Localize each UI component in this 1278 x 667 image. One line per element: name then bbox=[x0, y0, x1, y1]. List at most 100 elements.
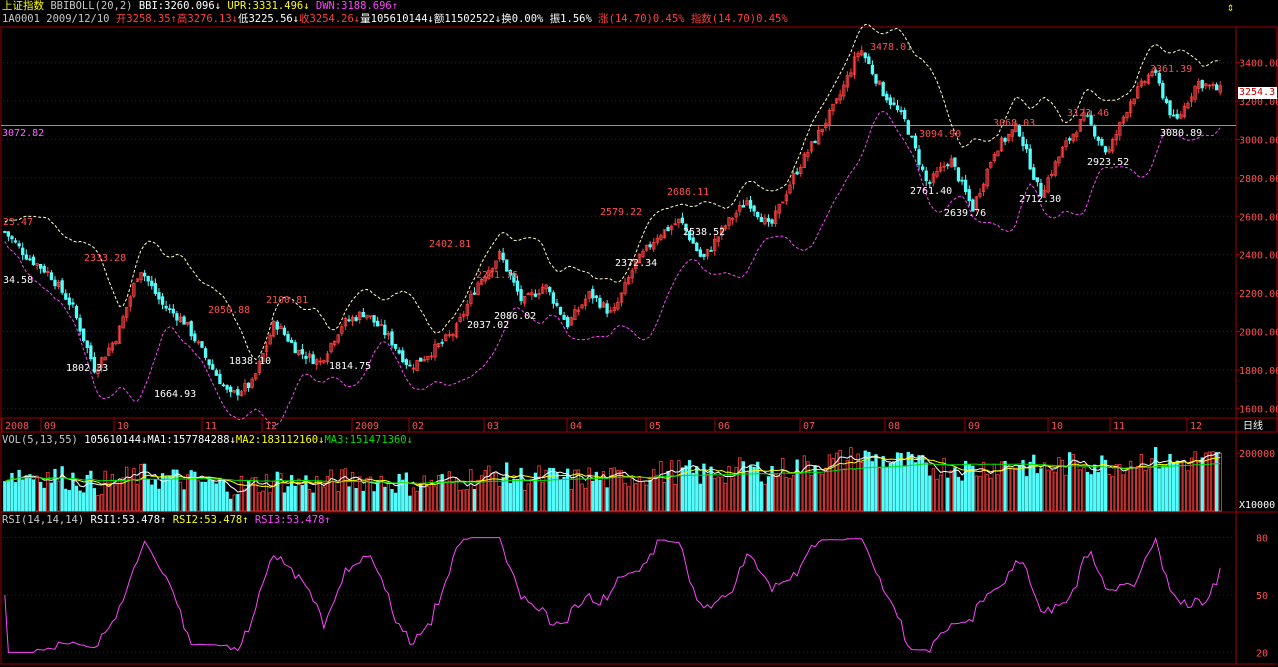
candle-body bbox=[512, 273, 516, 283]
high-value: 高3276.13↓ bbox=[176, 13, 238, 25]
candle-body bbox=[390, 331, 394, 346]
volume-bar bbox=[852, 468, 857, 512]
volume-bar bbox=[13, 482, 18, 512]
candle-body bbox=[293, 342, 297, 354]
volume-bar bbox=[949, 470, 953, 512]
volume-bar bbox=[580, 483, 584, 512]
candle-body bbox=[576, 309, 581, 312]
candle-body bbox=[852, 56, 857, 75]
candle-body bbox=[505, 259, 509, 272]
month-label: 09 bbox=[44, 421, 56, 432]
candle-body bbox=[1060, 146, 1065, 158]
candle-body bbox=[766, 218, 771, 222]
price-annotation: 2712.30 bbox=[1019, 194, 1061, 205]
month-label: 11 bbox=[205, 421, 217, 432]
candle-body bbox=[315, 359, 319, 365]
candle-body bbox=[831, 103, 835, 112]
volume-bar bbox=[723, 482, 728, 512]
candle-body bbox=[419, 357, 423, 362]
volume-bar bbox=[913, 462, 918, 512]
volume-bar bbox=[376, 480, 380, 512]
candle-body bbox=[35, 263, 39, 266]
volume-bar bbox=[178, 481, 183, 512]
volume-bar bbox=[49, 482, 54, 512]
month-label: 11 bbox=[1113, 421, 1125, 432]
candle-body bbox=[583, 298, 588, 306]
volume-bar bbox=[842, 468, 846, 512]
volume-bar bbox=[132, 468, 136, 512]
volume-bar bbox=[695, 466, 699, 512]
volume-bar bbox=[1197, 461, 1201, 512]
candle-body bbox=[1107, 148, 1111, 153]
volume-bar bbox=[795, 459, 799, 512]
candle-body bbox=[920, 166, 925, 170]
candle-body bbox=[713, 238, 717, 251]
volume-bar bbox=[1032, 454, 1036, 512]
candle-body bbox=[741, 204, 746, 208]
price-annotation: 3123.46 bbox=[1067, 108, 1109, 119]
candle-body bbox=[454, 323, 459, 338]
volume-bar bbox=[537, 465, 541, 512]
volume-bar bbox=[648, 479, 652, 512]
volume-bar bbox=[910, 454, 914, 512]
candle-body bbox=[1200, 79, 1204, 89]
candle-body bbox=[860, 50, 864, 56]
change-value: 涨(14.70)0.45% bbox=[598, 13, 685, 25]
volume-bar bbox=[1128, 460, 1133, 512]
candle-body bbox=[469, 293, 473, 304]
candle-body bbox=[508, 270, 512, 276]
candle-body bbox=[892, 102, 896, 105]
volume-bar bbox=[451, 481, 455, 512]
volume-bar bbox=[802, 455, 806, 512]
candle-body bbox=[924, 170, 928, 181]
price-annotation: 3361.39 bbox=[1150, 64, 1192, 75]
low-value: 低3225.56↓ bbox=[237, 13, 300, 25]
volume-bar bbox=[626, 486, 631, 512]
volume-bar bbox=[142, 463, 147, 512]
candle-body bbox=[96, 368, 100, 375]
candle-body bbox=[1121, 116, 1126, 124]
candle-body bbox=[752, 205, 756, 212]
price-annotation: 2333.28 bbox=[84, 253, 126, 264]
candle-body bbox=[981, 183, 986, 193]
volume-bar bbox=[1078, 469, 1083, 512]
candle-body bbox=[451, 333, 455, 337]
volume-bar bbox=[1021, 460, 1025, 512]
up-down-arrows-icon[interactable]: ⇕ bbox=[1227, 0, 1235, 14]
volume-bar bbox=[989, 477, 993, 512]
security-code: 1A0001 bbox=[2, 13, 40, 25]
volume-bar bbox=[1064, 474, 1068, 512]
price-tick-label: 2000.00 bbox=[1239, 328, 1278, 339]
volume-bar bbox=[479, 475, 484, 512]
volume-bar bbox=[440, 474, 444, 512]
volume-bar bbox=[390, 489, 394, 512]
volume-bar bbox=[824, 467, 828, 512]
volume-bar bbox=[831, 458, 835, 512]
candle-body bbox=[254, 373, 258, 380]
price-annotation: 2241.76 bbox=[476, 270, 518, 281]
volume-bar bbox=[1039, 468, 1043, 512]
price-annotation: 1838.10 bbox=[229, 356, 271, 367]
indicator-name: BBIBOLL(20,2) bbox=[50, 0, 133, 12]
month-label: 02 bbox=[412, 421, 424, 432]
volume-bar bbox=[368, 476, 373, 512]
candle-body bbox=[1050, 173, 1054, 177]
price-panel-frame bbox=[0, 26, 1278, 433]
candle-body bbox=[809, 141, 814, 152]
volume-bar bbox=[576, 469, 581, 512]
volume-bar bbox=[458, 489, 462, 512]
volume-unit-label: X10000 bbox=[1239, 500, 1275, 511]
candle-body bbox=[1039, 182, 1043, 197]
volume-bar bbox=[185, 474, 190, 512]
volume-bar bbox=[996, 474, 1000, 512]
candle-body bbox=[211, 364, 215, 370]
volume-bar bbox=[426, 486, 430, 512]
volume-bar bbox=[519, 467, 523, 512]
month-label: 09 bbox=[968, 421, 980, 432]
candle-body bbox=[272, 320, 276, 337]
candle-body bbox=[157, 292, 161, 300]
volume-bar bbox=[361, 490, 365, 512]
candle-body bbox=[705, 248, 710, 257]
candle-body bbox=[824, 122, 828, 129]
